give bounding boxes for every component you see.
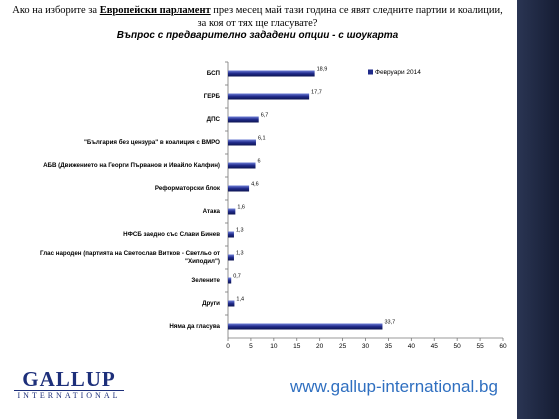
- x-tick-label: 10: [270, 343, 278, 350]
- y-tick-label: АБВ (Движението на Георги Първанов и Ива…: [43, 161, 220, 169]
- bar: [228, 300, 235, 307]
- bar: [228, 323, 383, 330]
- value-label: 0,7: [233, 274, 241, 280]
- value-label: 33,7: [384, 320, 395, 326]
- bar: [228, 208, 236, 215]
- side-band: [517, 0, 559, 419]
- value-label: 18,9: [317, 67, 328, 73]
- x-tick-label: 45: [431, 343, 439, 350]
- bar: [228, 231, 234, 238]
- bar: [228, 162, 256, 169]
- bar: [228, 93, 310, 100]
- question-text: Ако на изборите за: [12, 5, 100, 16]
- x-tick-label: 15: [293, 343, 301, 350]
- logo-text: GALLUP: [22, 367, 116, 391]
- legend-label: Февруари 2014: [375, 69, 421, 76]
- question-text: през месец май тази година се явят следн…: [197, 5, 503, 29]
- x-tick-label: 40: [408, 343, 416, 350]
- value-label: 6,7: [261, 113, 269, 119]
- value-label: 6: [258, 159, 261, 165]
- x-tick-label: 60: [499, 343, 507, 350]
- bar: [228, 116, 259, 123]
- y-tick-label: Глас народен (партията на Светослав Витк…: [40, 250, 220, 265]
- x-tick-label: 25: [339, 343, 347, 350]
- y-tick-label: БСП: [206, 69, 220, 77]
- y-tick-label: НФСБ заедно със Слави Бинев: [123, 230, 220, 238]
- x-tick-label: 35: [385, 343, 393, 350]
- value-label: 17,7: [311, 90, 322, 96]
- bar: [228, 277, 232, 284]
- x-tick-label: 20: [316, 343, 324, 350]
- chart: 0 5 10 15 20 25 30 35 40 45 50 55 60 18,9 17,7 6,7 6,1 6 4…: [225, 61, 507, 350]
- y-tick-label: ДПС: [206, 115, 220, 123]
- chart-title: Въпрос с предварително зададени опции - …: [116, 30, 399, 41]
- x-tick-label: 55: [476, 343, 484, 350]
- x-tick-label: 30: [362, 343, 370, 350]
- value-label: 1,3: [236, 251, 244, 257]
- logo-subtext: INTERNATIONAL: [14, 390, 124, 401]
- logo: GALLUP INTERNATIONAL: [14, 368, 124, 401]
- bar: [228, 254, 234, 261]
- value-label: 6,1: [258, 136, 266, 142]
- y-tick-label: Няма да гласува: [169, 322, 220, 330]
- value-label: 1,4: [236, 297, 244, 303]
- value-label: 1,6: [237, 205, 245, 211]
- y-tick-label: Атака: [202, 207, 220, 215]
- url: www.gallup-international.bg: [290, 377, 498, 396]
- value-label: 4,6: [251, 182, 259, 188]
- value-label: 1,3: [236, 228, 244, 234]
- bar: [228, 139, 256, 146]
- bar: [228, 185, 250, 192]
- question: Ако на изборите за Европейски парламент …: [10, 4, 505, 30]
- y-tick-label: Реформаторски блок: [154, 184, 220, 192]
- x-tick-label: 5: [249, 343, 253, 350]
- legend-swatch: [368, 69, 373, 75]
- y-tick-label: Други: [202, 299, 220, 307]
- question-emphasis: Европейски парламент: [99, 5, 211, 16]
- y-tick-label: ГЕРБ: [203, 92, 220, 100]
- bar: [228, 70, 315, 77]
- x-tick-label: 0: [226, 343, 230, 350]
- y-tick-label: Зелените: [191, 276, 220, 284]
- x-tick-label: 50: [454, 343, 462, 350]
- y-tick-label: "България без цензура" в коалиция с ВМРО: [83, 138, 220, 146]
